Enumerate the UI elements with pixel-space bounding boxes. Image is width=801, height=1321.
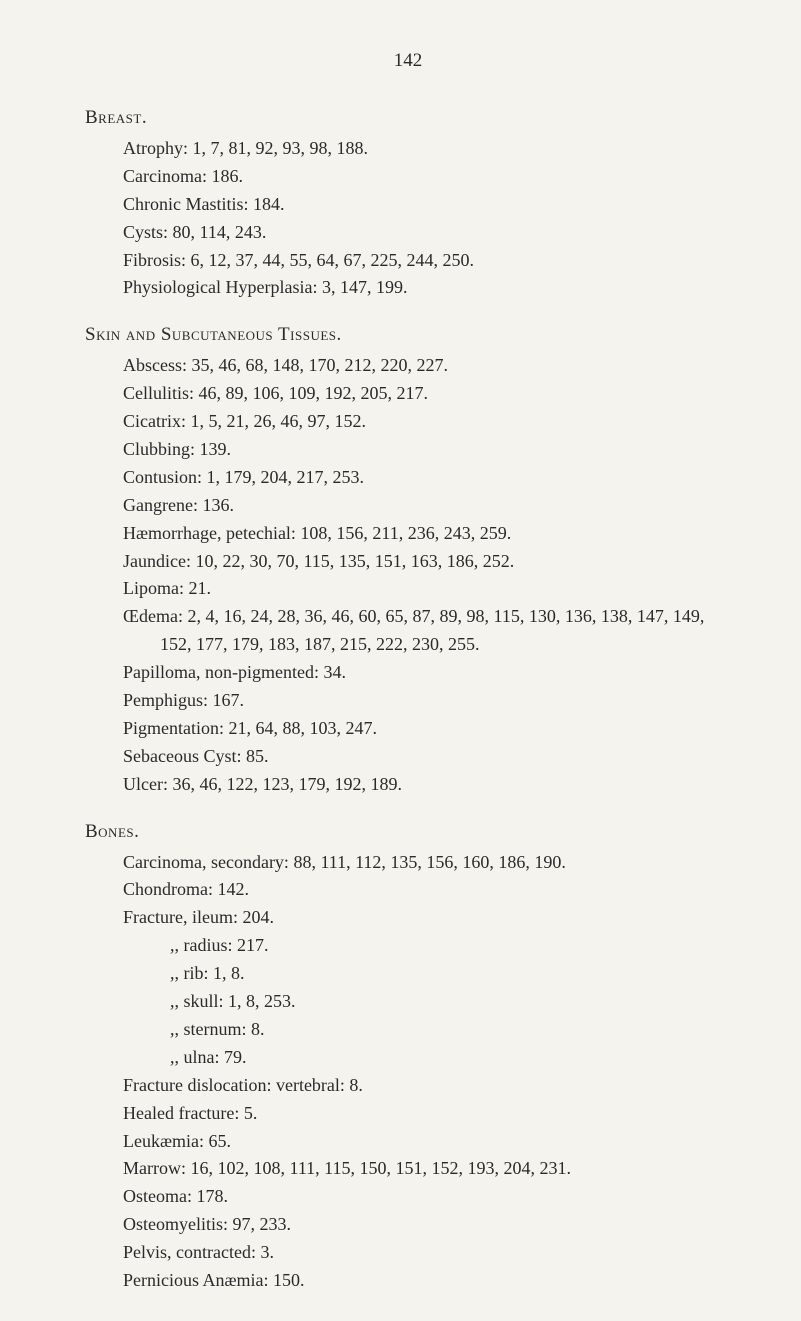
section-bones-title: Bones. bbox=[85, 821, 731, 843]
entry: Clubbing: 139. bbox=[85, 436, 731, 464]
entry: Pernicious Anæmia: 150. bbox=[85, 1267, 731, 1295]
entry: Cysts: 80, 114, 243. bbox=[85, 219, 731, 247]
entry: Carcinoma, secondary: 88, 111, 112, 135,… bbox=[85, 849, 731, 877]
entry: Contusion: 1, 179, 204, 217, 253. bbox=[85, 464, 731, 492]
entry: Abscess: 35, 46, 68, 148, 170, 212, 220,… bbox=[85, 352, 731, 380]
sub-entry: ,, skull: 1, 8, 253. bbox=[85, 988, 731, 1016]
entry: Lipoma: 21. bbox=[85, 575, 731, 603]
entry: Cellulitis: 46, 89, 106, 109, 192, 205, … bbox=[85, 380, 731, 408]
entry: Pigmentation: 21, 64, 88, 103, 247. bbox=[85, 715, 731, 743]
sub-entry: ,, sternum: 8. bbox=[85, 1016, 731, 1044]
entry: Physiological Hyperplasia: 3, 147, 199. bbox=[85, 274, 731, 302]
sub-entry: ,, rib: 1, 8. bbox=[85, 960, 731, 988]
entry: Jaundice: 10, 22, 30, 70, 115, 135, 151,… bbox=[85, 548, 731, 576]
entry: Fracture, ileum: 204. bbox=[85, 904, 731, 932]
entry: Carcinoma: 186. bbox=[85, 163, 731, 191]
entry: Chronic Mastitis: 184. bbox=[85, 191, 731, 219]
entry: Papilloma, non-pigmented: 34. bbox=[85, 659, 731, 687]
entry: Hæmorrhage, petechial: 108, 156, 211, 23… bbox=[85, 520, 731, 548]
entry: Cicatrix: 1, 5, 21, 26, 46, 97, 152. bbox=[85, 408, 731, 436]
entry: Osteoma: 178. bbox=[85, 1183, 731, 1211]
entry: Osteomyelitis: 97, 233. bbox=[85, 1211, 731, 1239]
sub-entry: ,, ulna: 79. bbox=[85, 1044, 731, 1072]
entry: Ulcer: 36, 46, 122, 123, 179, 192, 189. bbox=[85, 771, 731, 799]
entry: Leukæmia: 65. bbox=[85, 1128, 731, 1156]
entry: Healed fracture: 5. bbox=[85, 1100, 731, 1128]
page-number: 142 bbox=[85, 50, 731, 72]
entry: Atrophy: 1, 7, 81, 92, 93, 98, 188. bbox=[85, 135, 731, 163]
entry: Pemphigus: 167. bbox=[85, 687, 731, 715]
section-skin-title: Skin and Subcutaneous Tissues. bbox=[85, 324, 731, 346]
entry: Pelvis, contracted: 3. bbox=[85, 1239, 731, 1267]
entry: Sebaceous Cyst: 85. bbox=[85, 743, 731, 771]
section-breast-title: Breast. bbox=[85, 107, 731, 129]
entry: Chondroma: 142. bbox=[85, 876, 731, 904]
entry: Œdema: 2, 4, 16, 24, 28, 36, 46, 60, 65,… bbox=[85, 603, 731, 659]
entry: Fibrosis: 6, 12, 37, 44, 55, 64, 67, 225… bbox=[85, 247, 731, 275]
entry: Gangrene: 136. bbox=[85, 492, 731, 520]
sub-entry: ,, radius: 217. bbox=[85, 932, 731, 960]
entry: Fracture dislocation: vertebral: 8. bbox=[85, 1072, 731, 1100]
entry: Marrow: 16, 102, 108, 111, 115, 150, 151… bbox=[85, 1155, 731, 1183]
